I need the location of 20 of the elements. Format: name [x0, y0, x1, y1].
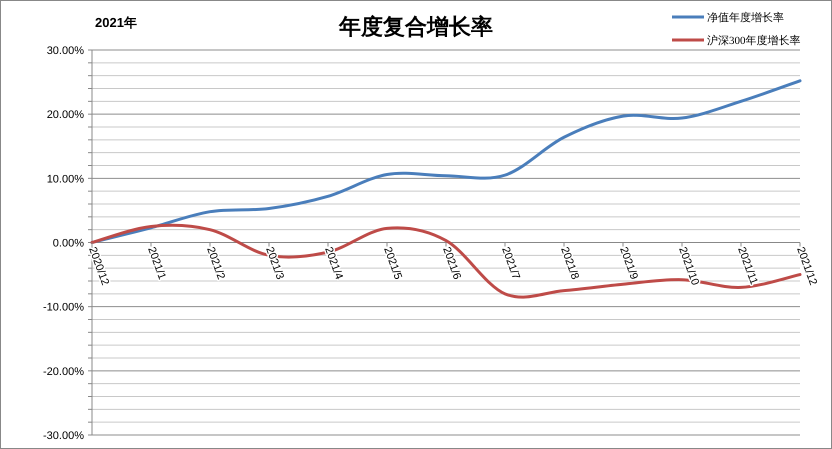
x-tick-label: 2021/8 — [558, 245, 581, 282]
chart-subtitle: 2021年 — [95, 15, 137, 30]
y-tick-label: 10.00% — [46, 173, 84, 186]
x-tick-label: 2021/6 — [440, 245, 463, 282]
legend-label: 沪深300年度增长率 — [707, 34, 800, 47]
y-tick-label: 30.00% — [46, 45, 84, 57]
x-tick-label: 2021/1 — [145, 245, 168, 282]
y-tick-label: -20.00% — [43, 366, 84, 378]
x-tick-label: 2021/3 — [263, 245, 286, 282]
x-tick-label: 2021/7 — [499, 245, 522, 282]
y-tick-label: 20.00% — [46, 109, 84, 122]
x-tick-label: 2021/2 — [204, 245, 227, 282]
x-tick-label: 2021/9 — [617, 245, 640, 282]
chart-title: 年度复合增长率 — [338, 14, 493, 39]
y-tick-label: -10.00% — [43, 302, 84, 314]
legend-label: 净值年度增长率 — [707, 11, 784, 24]
x-tick-label: 2021/4 — [322, 245, 345, 282]
x-tick-label: 2021/5 — [381, 245, 404, 282]
y-tick-label: -30.00% — [43, 430, 84, 442]
y-tick-label: 0.00% — [52, 238, 84, 250]
